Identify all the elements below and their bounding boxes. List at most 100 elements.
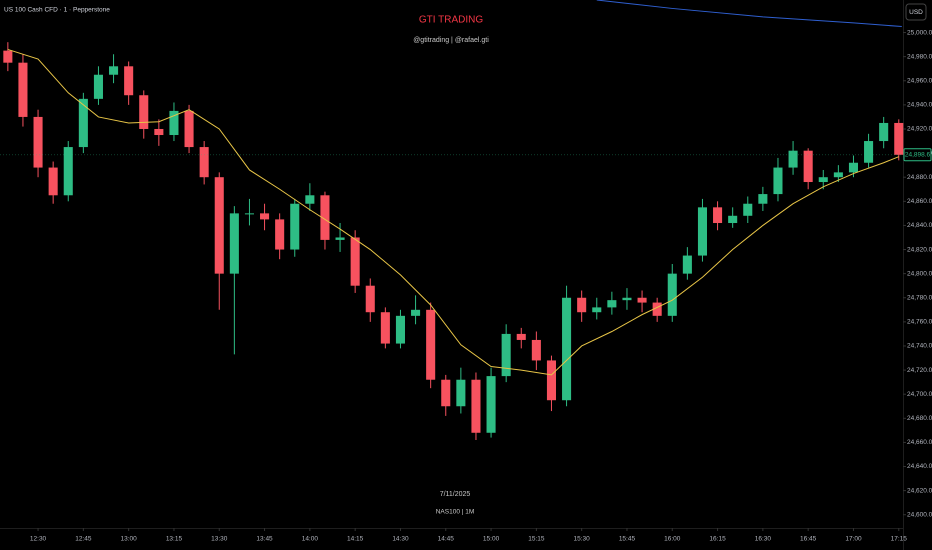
candle-body	[546, 360, 556, 401]
candle-body	[426, 309, 436, 380]
candle-body	[139, 95, 149, 129]
y-tick-label: 24,880.0	[907, 174, 932, 181]
candle-body	[169, 110, 179, 136]
candle-body	[562, 297, 572, 401]
candle-body	[260, 213, 270, 220]
candle-body	[3, 50, 13, 63]
last-price-box	[903, 148, 932, 162]
symbol-label: US 100 Cash CFD · 1 · Pepperstone	[4, 7, 110, 14]
x-tick-label: 16:30	[755, 536, 772, 543]
candle-body	[320, 195, 330, 240]
candle-body	[290, 203, 300, 250]
candle-body	[229, 213, 239, 274]
candle-body	[682, 255, 692, 274]
x-tick-label: 15:45	[619, 536, 636, 543]
candle-body	[773, 167, 783, 195]
chart-title: GTI TRADING	[419, 15, 483, 26]
x-tick-label: 14:15	[347, 536, 364, 543]
x-tick-label: 14:00	[302, 536, 319, 543]
candle-body	[833, 172, 843, 178]
candle-body	[743, 203, 753, 216]
y-tick-label: 24,860.0	[907, 198, 932, 205]
candle-body	[78, 98, 88, 148]
candle-body	[818, 177, 828, 183]
candle-body	[652, 302, 662, 316]
candle-body	[577, 297, 587, 313]
candle-body	[395, 315, 405, 344]
candle-body	[894, 122, 904, 155]
candle-body	[864, 141, 874, 163]
candle-body	[622, 297, 632, 301]
y-tick-label: 24,620.0	[907, 487, 932, 494]
candle-body	[486, 376, 496, 433]
candle-body	[471, 379, 481, 433]
candle-body	[607, 300, 617, 308]
candle-body	[879, 122, 889, 142]
y-tick-label: 24,940.0	[907, 102, 932, 109]
candle-body	[758, 194, 768, 204]
candle-body	[350, 237, 360, 286]
y-tick-label: 24,980.0	[907, 53, 932, 60]
y-tick-label: 24,840.0	[907, 222, 932, 229]
candle-body	[456, 379, 466, 407]
candle-body	[154, 128, 164, 136]
candle-body	[184, 110, 194, 148]
candle-body	[788, 150, 798, 168]
x-tick-label: 14:45	[438, 536, 455, 543]
candle-body	[275, 219, 285, 250]
candle-body	[531, 339, 541, 361]
candle-body	[380, 312, 390, 344]
candle-body	[63, 147, 73, 196]
candle-body	[441, 379, 451, 407]
watermark-symbol: NAS100 | 1M	[436, 509, 475, 516]
candle-body	[592, 307, 602, 313]
candle-body	[848, 162, 859, 173]
indicator-line	[7, 48, 899, 376]
candle-body	[728, 215, 738, 224]
y-tick-label: 24,820.0	[907, 246, 932, 253]
x-tick-label: 12:30	[30, 536, 47, 543]
candle-body	[516, 333, 526, 340]
x-tick-label: 13:30	[211, 536, 228, 543]
x-tick-label: 16:15	[709, 536, 726, 543]
y-tick-label: 24,960.0	[907, 77, 932, 84]
x-tick-label: 15:00	[483, 536, 500, 543]
last-price-label: 24,898.6	[905, 152, 931, 159]
y-tick-label: 24,640.0	[907, 463, 932, 470]
candle-body	[637, 297, 647, 303]
y-tick-label: 24,660.0	[907, 439, 932, 446]
chart-subtitle: @gtitrading | @rafael.gti	[413, 37, 489, 44]
y-tick-label: 24,780.0	[907, 294, 932, 301]
candle-body	[124, 66, 134, 96]
candle-body	[93, 74, 103, 99]
y-tick-label: 24,720.0	[907, 367, 932, 374]
watermark-date: 7/11/2025	[440, 491, 471, 498]
candle-body	[667, 273, 677, 316]
currency[interactable]: USD	[909, 9, 923, 16]
candle-body	[18, 62, 28, 117]
candle-body	[501, 333, 511, 377]
x-tick-label: 15:30	[574, 536, 591, 543]
x-tick-label: 16:45	[800, 536, 817, 543]
candle-body	[335, 237, 345, 240]
y-tick-label: 24,760.0	[907, 319, 932, 326]
indicator-line	[596, 0, 902, 28]
x-tick-label: 12:45	[75, 536, 92, 543]
x-tick-label: 16:00	[664, 536, 681, 543]
candle-body	[33, 116, 43, 168]
y-tick-label: 24,920.0	[907, 126, 932, 133]
x-tick-label: 13:00	[121, 536, 138, 543]
y-tick-label: 24,800.0	[907, 270, 932, 277]
currency-box[interactable]	[905, 3, 927, 21]
y-tick-label: 24,680.0	[907, 415, 932, 422]
candle-body	[109, 66, 119, 75]
y-tick-label: 24,600.0	[907, 511, 932, 518]
candle-body	[365, 285, 375, 313]
x-tick-label: 14:30	[392, 536, 409, 543]
candle-body	[214, 177, 224, 274]
x-tick-label: 15:15	[528, 536, 545, 543]
y-tick-label: 24,700.0	[907, 391, 932, 398]
y-tick-label: 25,000.0	[907, 29, 932, 36]
candle-body	[713, 207, 723, 224]
